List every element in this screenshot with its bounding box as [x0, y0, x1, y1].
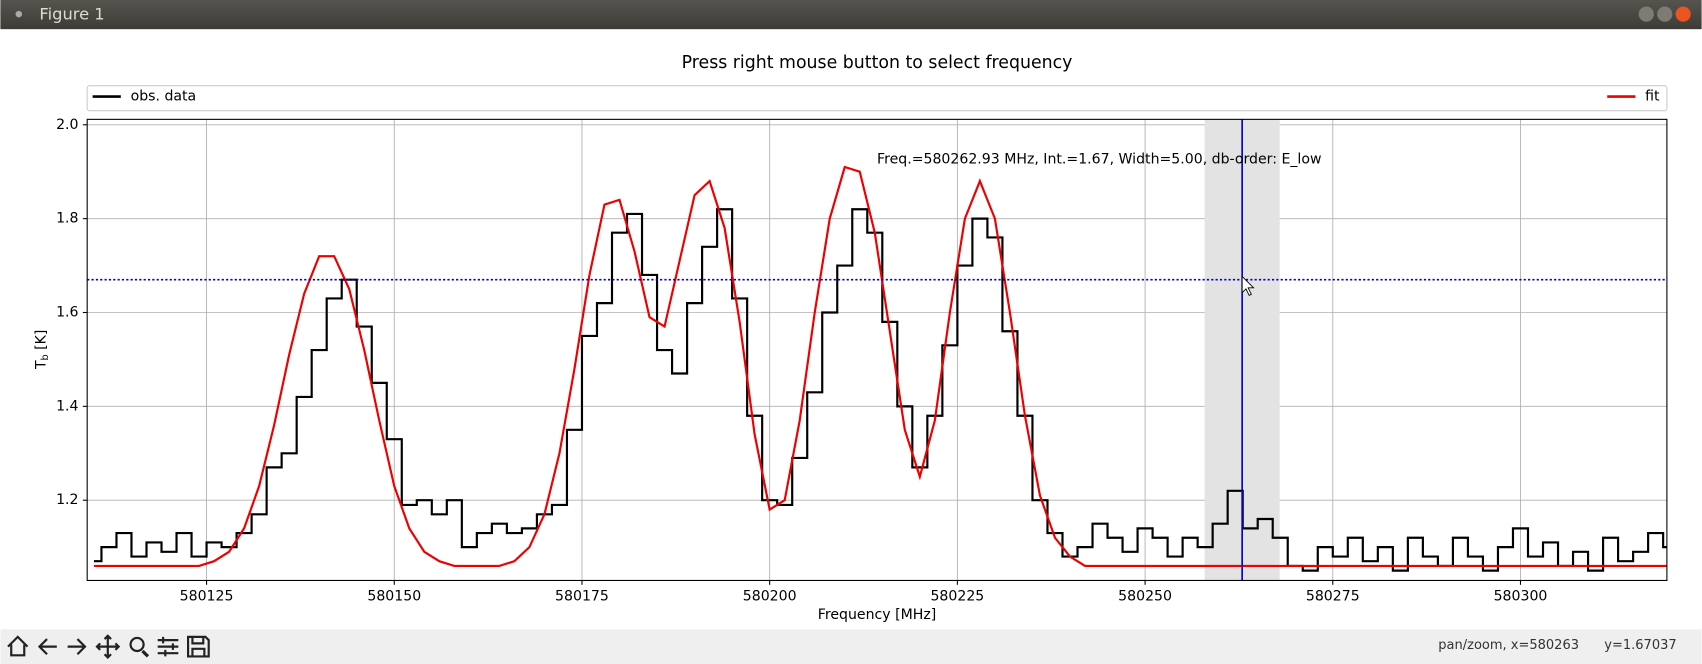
y-axis-label: Tb [K] — [34, 330, 51, 370]
zoom-button[interactable] — [141, 649, 150, 658]
x-tick-label: 580200 — [743, 589, 797, 605]
x-tick-label: 580275 — [1306, 589, 1360, 605]
status-y: y=1.67037 — [1604, 638, 1676, 653]
y-tick-label: 1.8 — [56, 211, 78, 227]
home-button[interactable] — [7, 635, 29, 657]
y-tick-label: 1.6 — [56, 305, 78, 321]
x-tick-label: 580225 — [930, 589, 984, 605]
mouse-pointer — [1241, 275, 1255, 296]
x-tick-label: 580150 — [367, 589, 421, 605]
window-title: Figure 1 — [39, 5, 104, 24]
maximize-button[interactable] — [1657, 6, 1673, 22]
axes-frame — [86, 118, 1668, 581]
zoom-button-lens[interactable] — [129, 636, 145, 653]
legend — [86, 85, 1668, 112]
forward-button[interactable] — [67, 638, 87, 656]
toolbar — [0, 629, 1702, 664]
pan-button[interactable] — [95, 634, 121, 660]
x-tick-label: 580300 — [1494, 589, 1548, 605]
configure-button[interactable] — [157, 636, 179, 657]
y-label-sub: b — [40, 354, 51, 360]
y-label-base: T — [34, 360, 50, 370]
minimize-button[interactable] — [1638, 6, 1654, 22]
annotation: Freq.=580262.93 MHz, Int.=1.67, Width=5.… — [877, 151, 1321, 167]
plot-lines — [87, 119, 1667, 581]
title-bar — [0, 0, 1702, 30]
status-coords: pan/zoom, x=580263 — [1438, 638, 1579, 653]
series-line — [93, 165, 1667, 567]
y-tick-label: 1.2 — [56, 492, 78, 508]
legend-label: fit — [1645, 89, 1660, 105]
window-menu[interactable] — [15, 10, 23, 18]
close-button[interactable] — [1675, 6, 1691, 22]
y-tick-label: 1.4 — [56, 398, 78, 414]
y-tick-label: 2.0 — [56, 117, 78, 133]
axes — [87, 119, 1667, 581]
chart-title: Press right mouse button to select frequ… — [682, 53, 1073, 73]
save-button[interactable] — [187, 635, 210, 658]
back-button[interactable] — [37, 638, 57, 656]
x-tick-label: 580250 — [1118, 589, 1172, 605]
plot-area — [87, 119, 1667, 581]
y-label-unit: [K] — [34, 330, 50, 350]
x-tick-label: 580175 — [555, 589, 609, 605]
legend-label: obs. data — [131, 89, 197, 105]
x-axis-label: Frequency [MHz] — [818, 607, 936, 623]
x-tick-label: 580125 — [180, 589, 234, 605]
